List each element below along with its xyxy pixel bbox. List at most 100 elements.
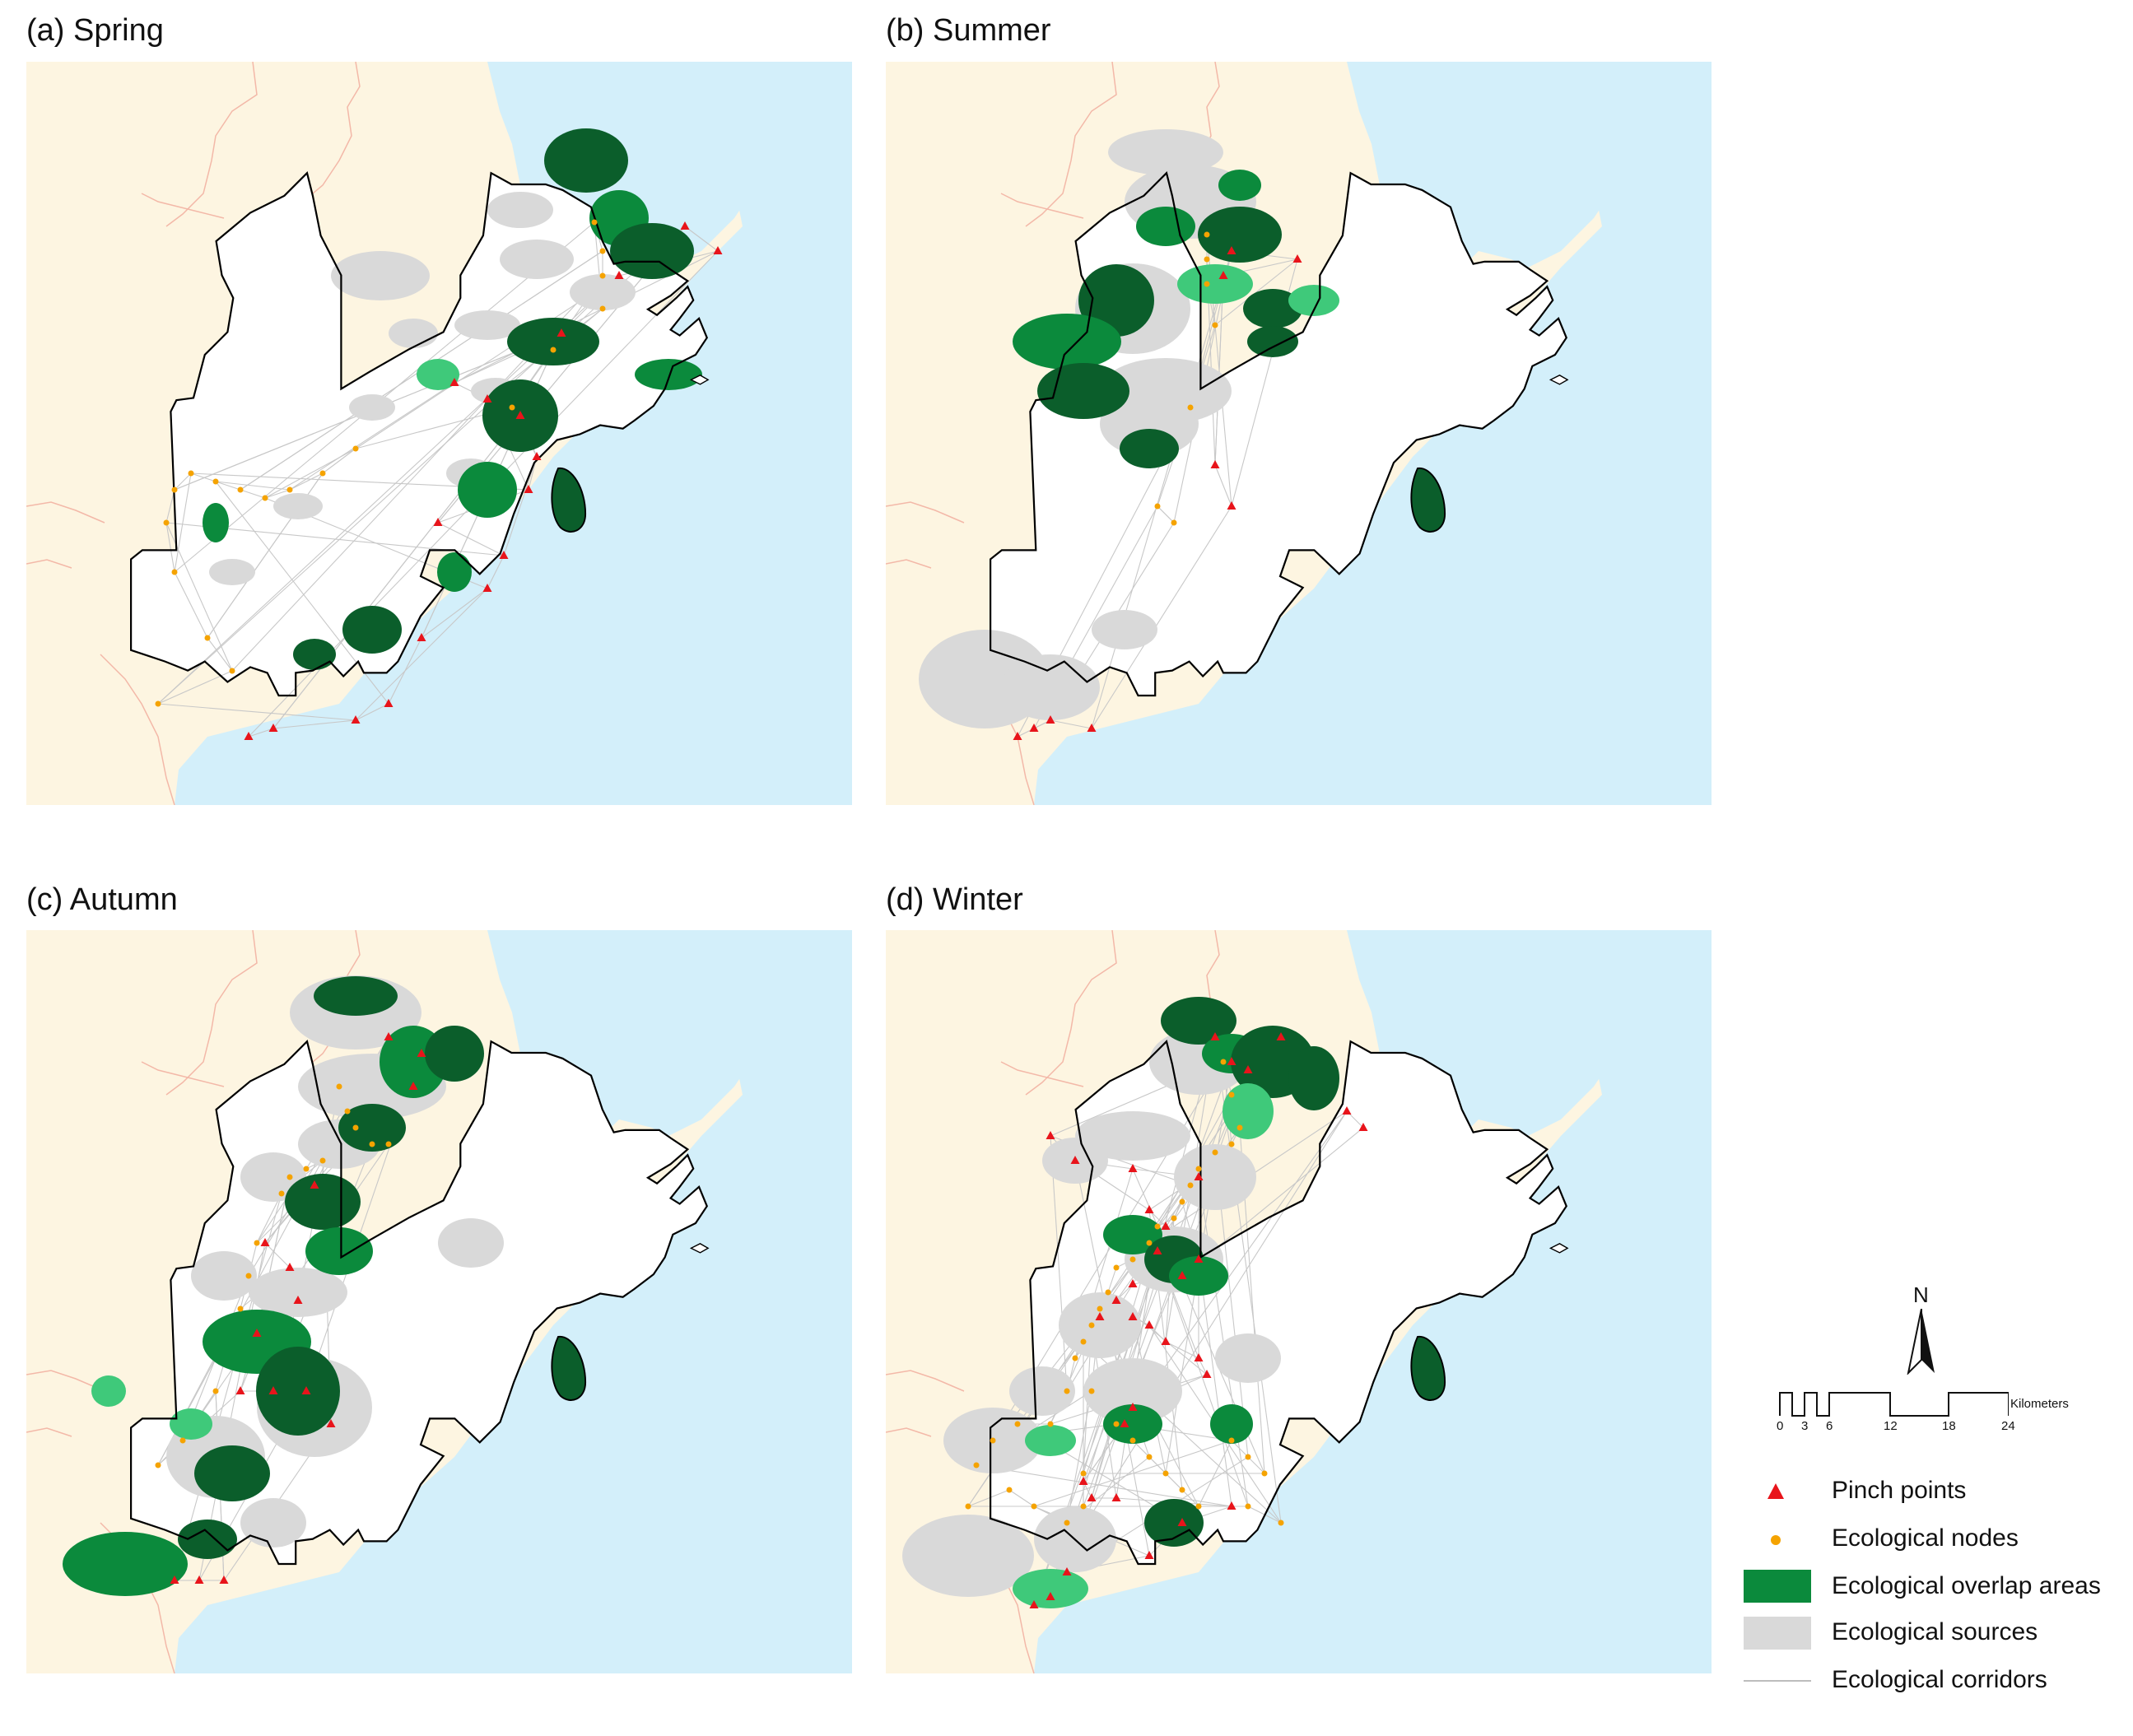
- ecological-corridor: [165, 522, 175, 573]
- ecological-node: [1047, 1421, 1054, 1427]
- ecological-node: [1204, 256, 1210, 263]
- admin-boundary-line: [1000, 1061, 1084, 1087]
- ecological-source: [902, 1515, 1034, 1597]
- ecological-node: [1080, 1470, 1087, 1477]
- ecological-overlap-area: [1247, 326, 1298, 357]
- pinch-point: [1202, 1370, 1212, 1378]
- pinch-point: [482, 394, 492, 403]
- map-summer-canvas: [886, 62, 1712, 805]
- map-winter-canvas: [886, 930, 1712, 1673]
- ecological-corridor: [1107, 1267, 1117, 1293]
- ecological-source: [1001, 654, 1100, 720]
- ecological-node: [1236, 1124, 1243, 1131]
- pinch-point: [433, 518, 443, 526]
- pinch-point: [417, 633, 426, 641]
- ecological-corridor: [1066, 1390, 1092, 1524]
- admin-boundary-line: [26, 1427, 72, 1437]
- ecological-overlap-area: [1218, 170, 1261, 201]
- ecological-node: [237, 1305, 244, 1312]
- ecological-source: [500, 240, 574, 279]
- ecological-node: [1261, 1470, 1268, 1477]
- ecological-corridor: [1050, 719, 1092, 729]
- admin-boundary-line: [100, 654, 175, 805]
- ecological-overlap-area: [338, 1104, 406, 1152]
- study-area: [131, 173, 707, 696]
- island: [551, 468, 587, 533]
- ecological-node: [319, 1157, 326, 1164]
- ecological-node: [237, 486, 244, 493]
- admin-boundary-line: [26, 501, 105, 524]
- legend-symbol-sources: [1744, 1617, 1811, 1650]
- ecological-overlap-area: [425, 1026, 484, 1082]
- ecological-corridor: [355, 703, 389, 721]
- scale-tick-6: 6: [1826, 1419, 1833, 1433]
- ecological-node: [204, 635, 211, 641]
- ecological-corridor: [684, 226, 719, 252]
- pinch-point: [1144, 1205, 1154, 1213]
- ecological-node: [1245, 1503, 1251, 1510]
- pinch-point: [680, 221, 690, 230]
- pinch-point: [1194, 1353, 1204, 1361]
- pinch-point: [1111, 1493, 1121, 1501]
- ecological-overlap-area: [178, 1520, 237, 1559]
- ecological-node: [1113, 1264, 1120, 1271]
- ecological-source: [1083, 1358, 1182, 1424]
- ecological-overlap-area: [256, 1347, 340, 1436]
- ecological-node: [1088, 1388, 1095, 1394]
- ecological-corridor: [256, 1193, 282, 1244]
- panel-title-autumn: (c) Autumn: [26, 882, 178, 917]
- ecological-node: [599, 272, 606, 279]
- ecological-node: [1088, 1322, 1095, 1329]
- pinch-point: [1218, 271, 1228, 279]
- ecological-node: [1204, 281, 1210, 287]
- ecological-node: [1146, 1454, 1153, 1460]
- ecological-corridor: [487, 555, 505, 589]
- ecological-corridor: [1214, 464, 1232, 507]
- ecological-overlap-area: [544, 128, 628, 193]
- ecological-node: [171, 569, 178, 575]
- legend-label-corridors: Ecological corridors: [1832, 1666, 2047, 1693]
- pinch-point: [1111, 1296, 1121, 1304]
- ecological-node: [1212, 322, 1218, 328]
- pinch-point: [1070, 1156, 1080, 1164]
- ecological-node: [319, 470, 326, 477]
- ecological-node: [1245, 1454, 1251, 1460]
- ecological-corridor: [1091, 505, 1232, 729]
- ecological-corridor: [1008, 1489, 1035, 1507]
- pinch-point: [194, 1575, 204, 1584]
- north-arrow-icon: [1907, 1309, 1935, 1375]
- pinch-point: [417, 1049, 426, 1057]
- ecological-node: [385, 1141, 392, 1147]
- ecological-corridor: [1198, 1176, 1249, 1507]
- ecological-node: [245, 1273, 252, 1279]
- small-island: [689, 375, 710, 385]
- pinch-point: [1210, 460, 1220, 468]
- study-area-boundary: [989, 171, 1568, 697]
- ecological-node: [599, 305, 606, 312]
- ecological-corridor: [1198, 1259, 1232, 1507]
- ecological-source: [1174, 1144, 1256, 1210]
- ecological-corridor: [157, 703, 356, 721]
- ecological-overlap-area: [63, 1532, 188, 1596]
- ecological-node: [1080, 1338, 1087, 1345]
- pinch-point: [1128, 1279, 1138, 1287]
- ecological-node: [303, 1166, 310, 1172]
- pinch-point: [1046, 715, 1055, 724]
- study-area-boundary: [989, 1040, 1568, 1566]
- ecological-corridor: [215, 481, 241, 491]
- ecological-corridor: [437, 522, 505, 556]
- map-layers: [157, 128, 719, 738]
- ecological-overlap-area: [203, 503, 229, 542]
- ecological-overlap-area: [417, 359, 459, 390]
- ecological-overlap-area: [342, 606, 402, 654]
- legend-label-sources: Ecological sources: [1832, 1618, 2038, 1645]
- ecological-node: [591, 219, 598, 226]
- pinch-point: [252, 1329, 262, 1337]
- ecological-corridor: [174, 472, 192, 491]
- ecological-node: [1278, 1520, 1284, 1526]
- ecological-corridor: [1247, 1456, 1265, 1474]
- ecological-corridor: [967, 1489, 1010, 1507]
- ecological-node: [1162, 1470, 1169, 1477]
- pinch-point: [524, 485, 533, 493]
- island: [1410, 468, 1446, 533]
